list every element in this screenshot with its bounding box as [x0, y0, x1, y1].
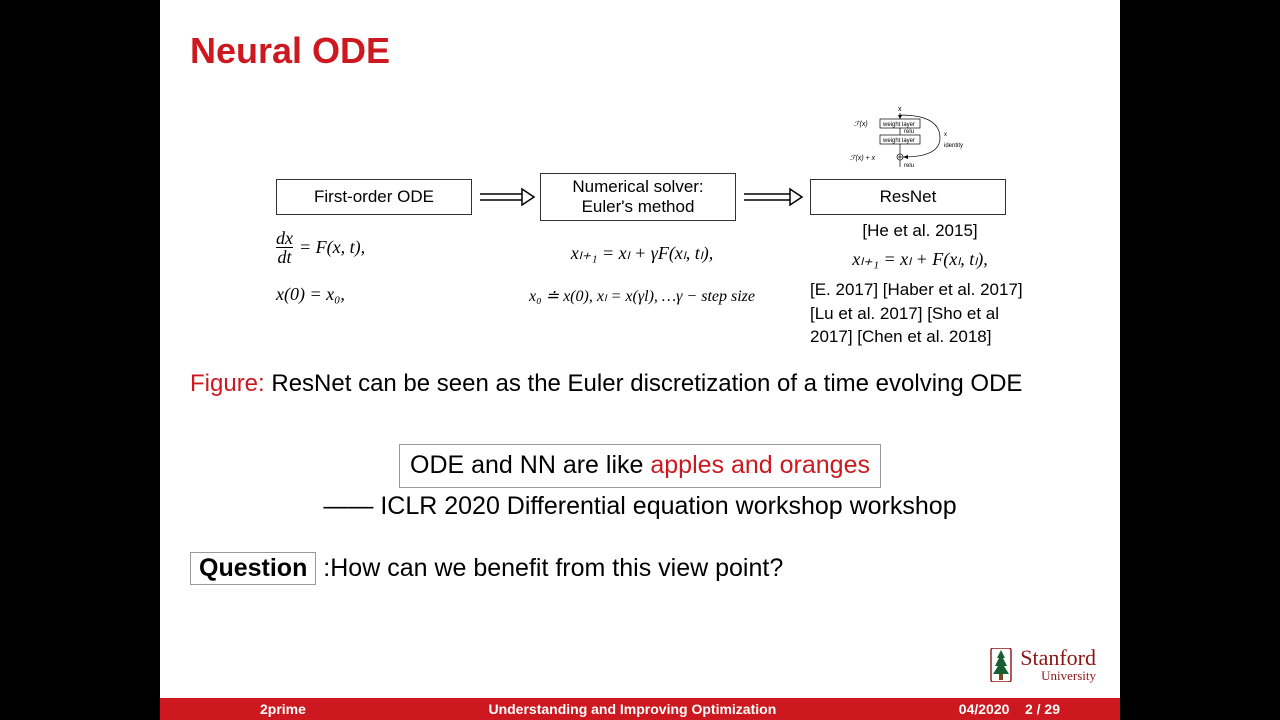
box-label: First-order ODE [314, 187, 434, 207]
svg-text:x: x [944, 132, 947, 138]
question-line: Question :How can we benefit from this v… [190, 552, 783, 585]
eq-rhs: = F(x, t), [299, 237, 365, 258]
eq-ic: x(0) = x₀, [276, 284, 476, 305]
box-label: Euler's method [582, 197, 695, 217]
tree-icon [990, 648, 1012, 682]
footer-right: 04/2020 2 / 29 [959, 701, 1060, 717]
quote-text-a: ODE and NN are like [410, 451, 650, 479]
cite-he: [He et al. 2015] [810, 219, 1030, 243]
cite-list: [E. 2017] [Haber et al. 2017] [Lu et al.… [810, 278, 1030, 349]
eq-resnet: [He et al. 2015] xₗ₊₁ = xₗ + F(xₗ, tₗ), … [810, 219, 1030, 349]
slide-title: Neural ODE [190, 30, 390, 72]
box-first-order-ode: First-order ODE [276, 179, 472, 215]
arrow-icon [742, 187, 804, 207]
eq-euler-1: xₗ₊₁ = xₗ + γF(xₗ, tₗ), [512, 243, 772, 264]
stanford-sub: University [1020, 669, 1096, 682]
figure-text: ResNet can be seen as the Euler discreti… [265, 370, 1023, 397]
svg-text:ℱ(x) + x: ℱ(x) + x [850, 154, 876, 162]
footer-page: 2 / 29 [1025, 701, 1060, 717]
svg-text:identity: identity [944, 143, 963, 149]
diagram-row: x weight layer relu weight layer relu x … [160, 105, 1120, 345]
eq-resnet-1: xₗ₊₁ = xₗ + F(xₗ, tₗ), [810, 249, 1030, 270]
box-euler: Numerical solver: Euler's method [540, 173, 736, 221]
figure-caption: Figure: ResNet can be seen as the Euler … [190, 370, 1090, 398]
box-label: Numerical solver: [572, 177, 703, 197]
eq-frac-bot: dt [277, 248, 291, 266]
quote-attrib: —— ICLR 2020 Differential equation works… [160, 488, 1120, 526]
stanford-name: Stanford [1020, 647, 1096, 669]
svg-text:ℱ(x): ℱ(x) [854, 120, 868, 128]
eq-frac-top: dx [276, 229, 293, 247]
footer-author: 2prime [260, 701, 306, 717]
svg-text:weight layer: weight layer [882, 122, 915, 128]
icon-x-top: x [898, 106, 902, 113]
eq-euler: xₗ₊₁ = xₗ + γF(xₗ, tₗ), x₀ ≐ x(0), xₗ = … [512, 243, 772, 306]
footer-date: 04/2020 [959, 701, 1010, 717]
question-text: :How can we benefit from this view point… [316, 554, 783, 582]
figure-label: Figure: [190, 370, 265, 397]
quote-block: ODE and NN are like apples and oranges —… [160, 444, 1120, 525]
svg-text:relu: relu [904, 129, 914, 135]
quote-box: ODE and NN are like apples and oranges [399, 444, 881, 488]
svg-text:weight layer: weight layer [882, 138, 915, 144]
quote-text-b: apples and oranges [650, 451, 870, 479]
box-resnet: ResNet [810, 179, 1006, 215]
box-label: ResNet [880, 187, 937, 207]
svg-text:relu: relu [904, 163, 914, 169]
arrow-icon [478, 187, 536, 207]
footer-bar: 2prime Understanding and Improving Optim… [160, 698, 1120, 720]
eq-ode: dx dt = F(x, t), x(0) = x₀, [276, 229, 476, 305]
footer-title: Understanding and Improving Optimization [488, 701, 776, 717]
stanford-logo: Stanford University [990, 647, 1096, 682]
resnet-block-icon: x weight layer relu weight layer relu x … [850, 103, 980, 173]
eq-euler-2: x₀ ≐ x(0), xₗ = x(γl), …γ − step size [512, 286, 772, 306]
question-label: Question [190, 552, 316, 585]
slide: Neural ODE x weight layer relu weight la… [160, 0, 1120, 720]
